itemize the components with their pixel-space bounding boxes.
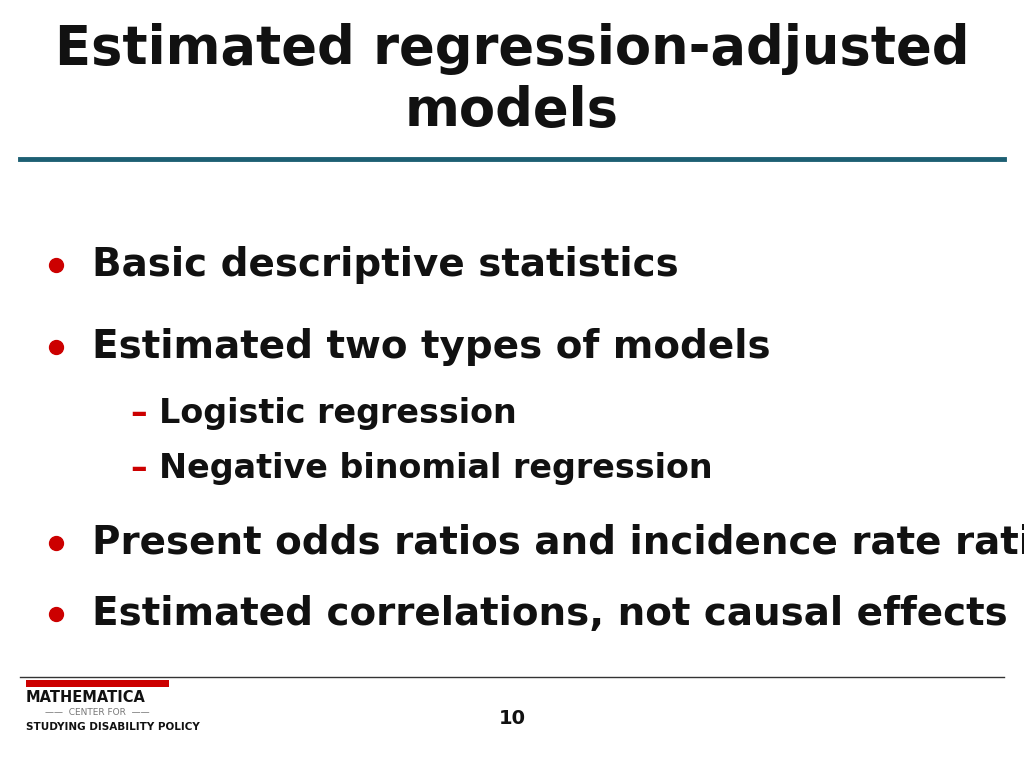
Text: Logistic regression: Logistic regression: [159, 397, 516, 429]
Text: Basic descriptive statistics: Basic descriptive statistics: [92, 246, 679, 284]
Text: –: –: [130, 397, 146, 429]
Bar: [26, 680, 169, 687]
Text: ——  CENTER FOR  ——: —— CENTER FOR ——: [45, 708, 150, 717]
Text: Negative binomial regression: Negative binomial regression: [159, 452, 713, 485]
Text: Present odds ratios and incidence rate ratios: Present odds ratios and incidence rate r…: [92, 524, 1024, 562]
Text: STUDYING DISABILITY POLICY: STUDYING DISABILITY POLICY: [26, 722, 200, 732]
Text: MATHEMATICA: MATHEMATICA: [26, 690, 145, 705]
Text: Estimated correlations, not causal effects: Estimated correlations, not causal effec…: [92, 595, 1008, 634]
Text: 10: 10: [499, 709, 525, 727]
Text: –: –: [130, 452, 146, 485]
Text: Estimated two types of models: Estimated two types of models: [92, 328, 771, 366]
Text: Estimated regression-adjusted
models: Estimated regression-adjusted models: [54, 23, 970, 137]
